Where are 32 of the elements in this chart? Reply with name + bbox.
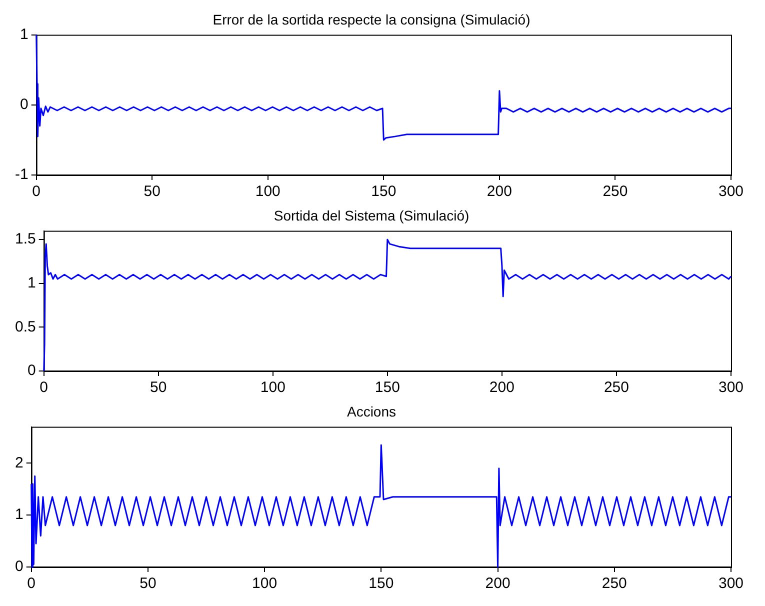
y-tick-label: 1 xyxy=(15,506,24,524)
y-tick-label: 1.5 xyxy=(14,230,36,248)
x-tick-label: 300 xyxy=(718,183,744,200)
x-tick-label: 0 xyxy=(40,379,48,396)
x-tick-label: 100 xyxy=(252,575,278,592)
y-tick-label: 1 xyxy=(20,26,28,43)
y-tick-label: 0 xyxy=(28,362,36,380)
x-tick-label: 150 xyxy=(374,379,400,396)
x-tick-label: 250 xyxy=(602,575,627,592)
x-tick-label: 250 xyxy=(602,183,628,200)
y-tick-label: 2 xyxy=(15,454,24,472)
x-tick-label: 200 xyxy=(485,575,510,592)
x-tick-label: 300 xyxy=(718,575,744,592)
x-tick-label: 100 xyxy=(260,379,286,396)
chart-title: Error de la sortida respecte la consigna (Simulació) xyxy=(212,11,530,28)
y-tick-label: -1 xyxy=(14,166,28,184)
x-tick-label: 300 xyxy=(718,379,744,396)
x-tick-label: 50 xyxy=(140,575,156,592)
x-tick-label: 200 xyxy=(489,379,514,396)
y-tick-label: 0.5 xyxy=(14,318,36,336)
x-tick-label: 200 xyxy=(486,183,512,200)
x-tick-label: 100 xyxy=(255,183,280,200)
x-tick-label: 50 xyxy=(150,379,167,396)
chart-title: Accions xyxy=(346,403,396,420)
x-tick-label: 150 xyxy=(371,183,396,200)
y-tick-label: 0 xyxy=(15,558,24,576)
x-tick-label: 250 xyxy=(604,379,629,396)
x-tick-label: 150 xyxy=(368,575,394,592)
x-tick-label: 50 xyxy=(144,183,160,200)
y-tick-label: 1 xyxy=(28,274,36,292)
y-tick-label: 0 xyxy=(20,96,28,114)
chart-title: Sortida del Sistema (Simulació) xyxy=(274,207,470,224)
